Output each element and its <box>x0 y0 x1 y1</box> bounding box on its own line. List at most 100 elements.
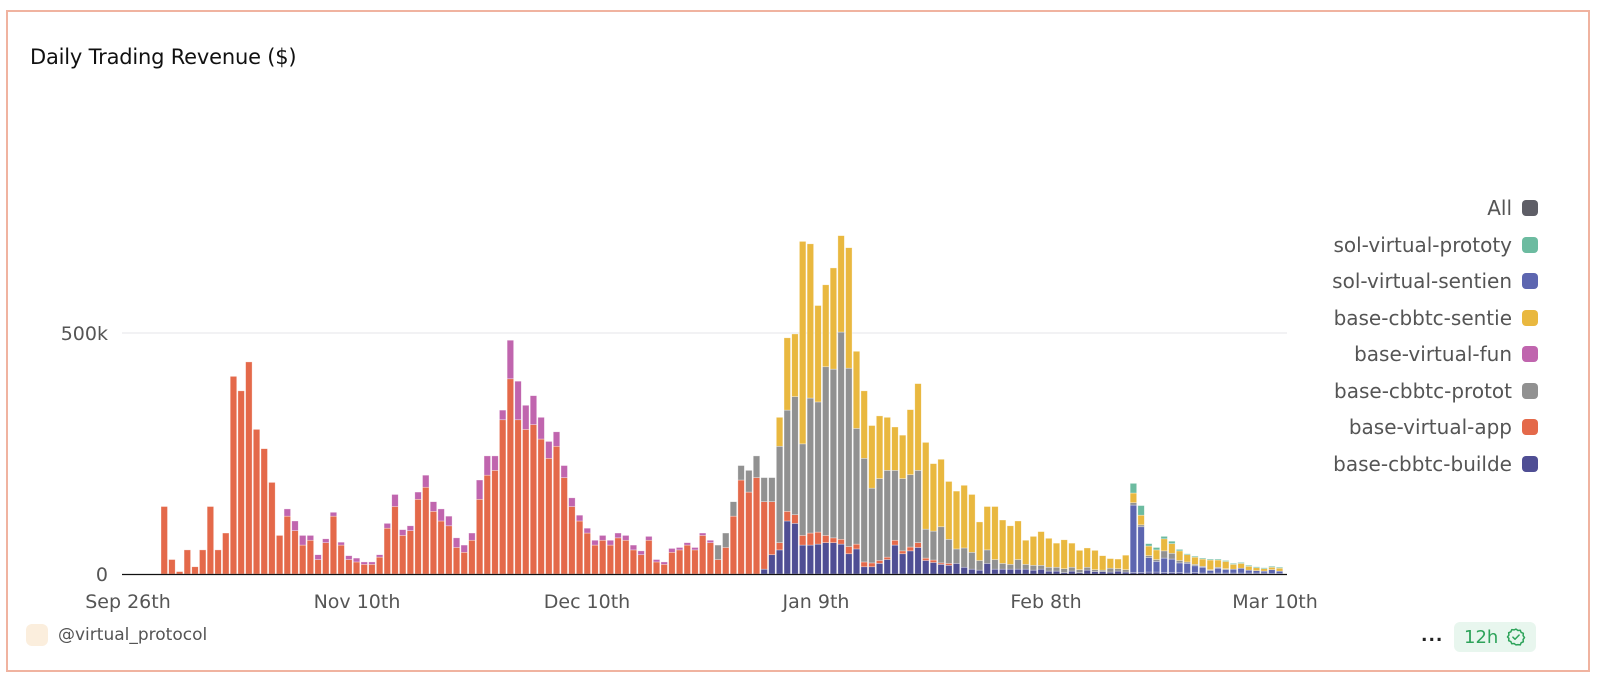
bar-stack[interactable] <box>1068 542 1076 575</box>
bar-segment-sol-virtual-prototy[interactable] <box>1214 558 1222 561</box>
bar-segment-base-cbbtc-sentie[interactable] <box>806 243 814 399</box>
bar-segment-base-virtual-fun[interactable] <box>391 494 399 507</box>
bar-stack[interactable] <box>983 506 991 575</box>
bar-stack[interactable] <box>691 547 699 575</box>
bar-segment-base-cbbtc-protot[interactable] <box>714 544 722 560</box>
bar-segment-base-virtual-fun[interactable] <box>691 547 699 551</box>
bar-segment-base-virtual-app[interactable] <box>222 532 230 575</box>
bar-stack[interactable] <box>999 519 1007 575</box>
bar-segment-base-virtual-fun[interactable] <box>429 501 437 512</box>
bar-stack[interactable] <box>260 448 268 575</box>
bar-segment-base-cbbtc-protot[interactable] <box>983 549 991 564</box>
bar-segment-base-virtual-app[interactable] <box>537 438 545 575</box>
bar-stack[interactable] <box>1245 565 1253 575</box>
bar-segment-base-virtual-app[interactable] <box>206 506 214 575</box>
bar-segment-base-virtual-fun[interactable] <box>706 539 714 543</box>
bar-stack[interactable] <box>699 532 707 575</box>
bar-stack[interactable] <box>814 305 822 575</box>
bar-segment-sol-virtual-sentien[interactable] <box>1183 563 1191 574</box>
bar-segment-base-cbbtc-builde[interactable] <box>922 560 930 575</box>
bar-segment-base-cbbtc-protot[interactable] <box>1068 566 1076 572</box>
bar-stack[interactable] <box>529 395 538 575</box>
bar-segment-base-cbbtc-builde[interactable] <box>1014 568 1022 575</box>
bar-stack[interactable] <box>183 549 191 575</box>
bar-stack[interactable] <box>606 539 614 575</box>
bar-stack[interactable] <box>760 477 768 575</box>
bar-segment-base-cbbtc-protot[interactable] <box>791 396 799 516</box>
bar-segment-base-virtual-fun[interactable] <box>537 417 545 440</box>
bar-stack[interactable] <box>1229 563 1237 575</box>
bar-segment-base-cbbtc-builde[interactable] <box>1037 568 1045 575</box>
bar-segment-base-virtual-app[interactable] <box>529 424 538 575</box>
bar-segment-sol-virtual-prototy[interactable] <box>1222 560 1230 562</box>
bar-segment-base-virtual-fun[interactable] <box>399 529 407 536</box>
bar-segment-base-virtual-fun[interactable] <box>499 409 507 421</box>
bar-segment-base-cbbtc-protot[interactable] <box>1114 568 1122 572</box>
bar-segment-base-virtual-app[interactable] <box>929 559 937 563</box>
bar-stack[interactable] <box>199 549 207 575</box>
bar-segment-base-virtual-app[interactable] <box>583 532 591 575</box>
bar-segment-base-cbbtc-builde[interactable] <box>776 549 784 575</box>
bar-stack[interactable] <box>1252 566 1261 575</box>
bar-stack[interactable] <box>268 482 276 575</box>
bar-segment-sol-virtual-sentien[interactable] <box>1222 569 1230 574</box>
bar-segment-base-virtual-fun[interactable] <box>345 555 353 560</box>
bar-segment-base-virtual-app[interactable] <box>422 486 430 575</box>
bar-segment-base-cbbtc-sentie[interactable] <box>960 485 968 549</box>
bar-segment-base-cbbtc-sentie[interactable] <box>1106 558 1114 569</box>
bar-segment-base-cbbtc-sentie[interactable] <box>1099 555 1107 571</box>
legend-item[interactable]: base-virtual-fun <box>1332 336 1538 373</box>
bar-segment-base-cbbtc-sentie[interactable] <box>1114 558 1122 569</box>
bar-segment-base-cbbtc-sentie[interactable] <box>868 425 876 489</box>
bar-segment-base-virtual-app[interactable] <box>483 474 491 575</box>
bar-segment-base-virtual-app[interactable] <box>160 506 168 575</box>
bar-segment-base-cbbtc-builde[interactable] <box>829 542 837 575</box>
bar-segment-base-virtual-app[interactable] <box>522 429 530 575</box>
bar-segment-base-cbbtc-sentie[interactable] <box>860 390 868 459</box>
bar-segment-base-cbbtc-sentie[interactable] <box>937 458 945 528</box>
author[interactable]: @virtual_protocol <box>26 624 207 646</box>
bar-segment-base-virtual-app[interactable] <box>729 515 737 575</box>
bar-segment-base-cbbtc-builde[interactable] <box>945 565 953 575</box>
bar-segment-base-virtual-app[interactable] <box>822 535 830 543</box>
bar-segment-base-cbbtc-builde[interactable] <box>952 563 961 575</box>
bar-stack[interactable] <box>337 541 345 575</box>
bar-segment-base-cbbtc-builde[interactable] <box>1045 570 1053 575</box>
bar-segment-base-cbbtc-builde[interactable] <box>1006 568 1014 575</box>
bar-segment-base-virtual-fun[interactable] <box>599 535 607 541</box>
bar-segment-base-cbbtc-builde[interactable] <box>837 543 845 575</box>
bar-segment-base-cbbtc-sentie[interactable] <box>1076 550 1084 570</box>
bar-stack[interactable] <box>822 284 830 575</box>
bar-segment-base-cbbtc-builde[interactable] <box>852 548 861 575</box>
bar-segment-base-virtual-app[interactable] <box>460 552 468 575</box>
bar-stack[interactable] <box>714 544 722 575</box>
bar-stack[interactable] <box>299 535 307 575</box>
bar-segment-base-cbbtc-builde[interactable] <box>860 566 868 575</box>
bar-segment-base-cbbtc-sentie[interactable] <box>791 333 799 397</box>
bar-segment-base-virtual-fun[interactable] <box>337 541 345 546</box>
refresh-badge[interactable]: 12h <box>1454 622 1537 652</box>
bar-stack[interactable] <box>645 536 653 575</box>
bar-stack[interactable] <box>1083 547 1091 575</box>
bar-segment-base-cbbtc-protot[interactable] <box>952 548 961 564</box>
bar-segment-base-virtual-app[interactable] <box>737 479 745 575</box>
bar-stack[interactable] <box>460 544 468 575</box>
bar-segment-base-virtual-app[interactable] <box>876 560 884 564</box>
bar-segment-base-cbbtc-sentie[interactable] <box>1229 564 1237 570</box>
bar-segment-base-virtual-app[interactable] <box>429 511 437 575</box>
bar-segment-base-cbbtc-sentie[interactable] <box>1160 538 1168 552</box>
bar-stack[interactable] <box>1168 540 1176 575</box>
bar-stack[interactable] <box>660 561 668 575</box>
bar-stack[interactable] <box>676 547 684 575</box>
bar-segment-base-virtual-app[interactable] <box>845 546 853 555</box>
bar-segment-base-cbbtc-builde[interactable] <box>768 554 776 575</box>
bar-stack[interactable] <box>683 542 691 575</box>
bar-stack[interactable] <box>499 409 507 575</box>
bar-stack[interactable] <box>929 463 937 575</box>
bar-segment-base-virtual-app[interactable] <box>768 501 776 556</box>
bar-segment-base-cbbtc-builde[interactable] <box>1022 568 1030 575</box>
bar-stack[interactable] <box>783 337 791 575</box>
bar-segment-base-virtual-app[interactable] <box>652 561 661 575</box>
bar-stack[interactable] <box>514 380 522 575</box>
bar-stack[interactable] <box>1045 538 1053 575</box>
